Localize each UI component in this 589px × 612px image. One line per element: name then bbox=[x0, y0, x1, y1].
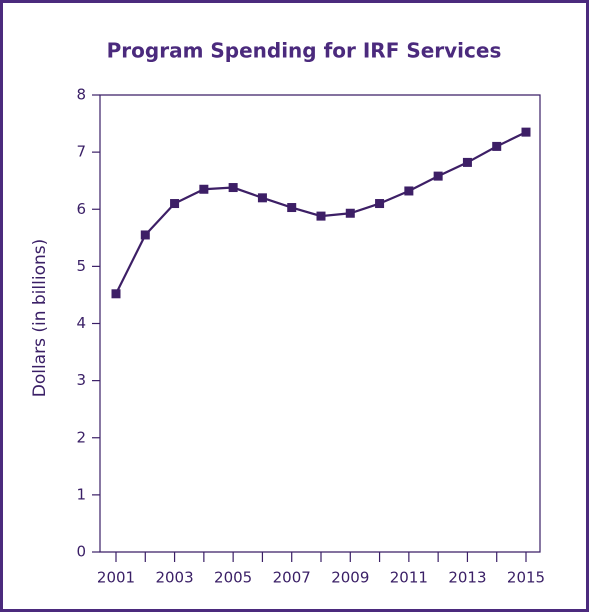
x-tick-label: 2011 bbox=[390, 569, 428, 587]
x-tick-label: 2005 bbox=[214, 569, 252, 587]
y-tick-label: 5 bbox=[76, 257, 86, 275]
chart-title: Program Spending for IRF Services bbox=[107, 39, 502, 63]
marker bbox=[111, 289, 121, 299]
y-tick-label: 3 bbox=[76, 371, 86, 389]
x-tick-label: 2007 bbox=[273, 569, 311, 587]
marker bbox=[140, 230, 150, 240]
marker bbox=[433, 171, 443, 181]
marker bbox=[170, 199, 180, 209]
x-tick-label: 2001 bbox=[97, 569, 135, 587]
y-tick-label: 8 bbox=[76, 86, 86, 104]
marker bbox=[228, 183, 238, 193]
marker bbox=[316, 211, 326, 221]
y-tick-label: 6 bbox=[76, 200, 86, 218]
x-tick-label: 2003 bbox=[155, 569, 193, 587]
x-tick-label: 2009 bbox=[331, 569, 369, 587]
x-tick-label: 2013 bbox=[448, 569, 486, 587]
marker bbox=[375, 199, 385, 209]
marker bbox=[462, 157, 472, 167]
y-tick-label: 0 bbox=[76, 543, 86, 561]
y-tick-label: 4 bbox=[76, 314, 86, 332]
y-axis-label: Dollars (in billions) bbox=[30, 239, 50, 398]
marker bbox=[345, 208, 355, 218]
y-tick-label: 2 bbox=[76, 428, 86, 446]
marker bbox=[404, 186, 414, 196]
marker bbox=[287, 203, 297, 213]
marker bbox=[492, 141, 502, 151]
marker bbox=[199, 184, 209, 194]
marker bbox=[257, 193, 267, 203]
y-tick-label: 7 bbox=[76, 143, 86, 161]
x-tick-label: 2015 bbox=[507, 569, 545, 587]
y-tick-label: 1 bbox=[76, 485, 86, 503]
marker bbox=[521, 127, 531, 137]
plot-frame bbox=[99, 94, 541, 553]
